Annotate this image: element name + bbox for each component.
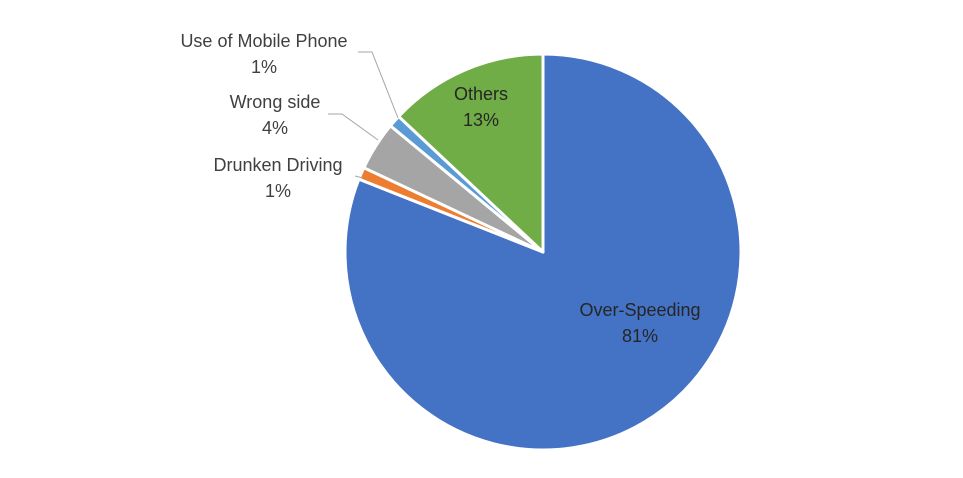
label-name-wrong-side: Wrong side: [230, 92, 321, 112]
slice-labels: Over-Speeding 81% Drunken Driving 1% Wrong s…: [180, 31, 700, 346]
slice-others: [397, 52, 545, 254]
leader-lines: [328, 51, 399, 179]
label-percent-drunken-driving: 1%: [265, 181, 291, 201]
label-name-others: Others: [454, 84, 508, 104]
pie-slices: [343, 52, 743, 452]
leader-line-drunken-driving: [354, 175, 364, 179]
label-percent-use-of-mobile-phone: 1%: [251, 57, 277, 77]
label-name-over-speeding: Over-Speeding: [579, 300, 700, 320]
leader-line-use-of-mobile-phone: [358, 51, 399, 119]
label-name-drunken-driving: Drunken Driving: [213, 155, 342, 175]
label-name-use-of-mobile-phone: Use of Mobile Phone: [180, 31, 347, 51]
label-percent-over-speeding: 81%: [622, 326, 658, 346]
label-percent-wrong-side: 4%: [262, 118, 288, 138]
label-percent-others: 13%: [463, 110, 499, 130]
leader-line-wrong-side: [328, 113, 379, 141]
